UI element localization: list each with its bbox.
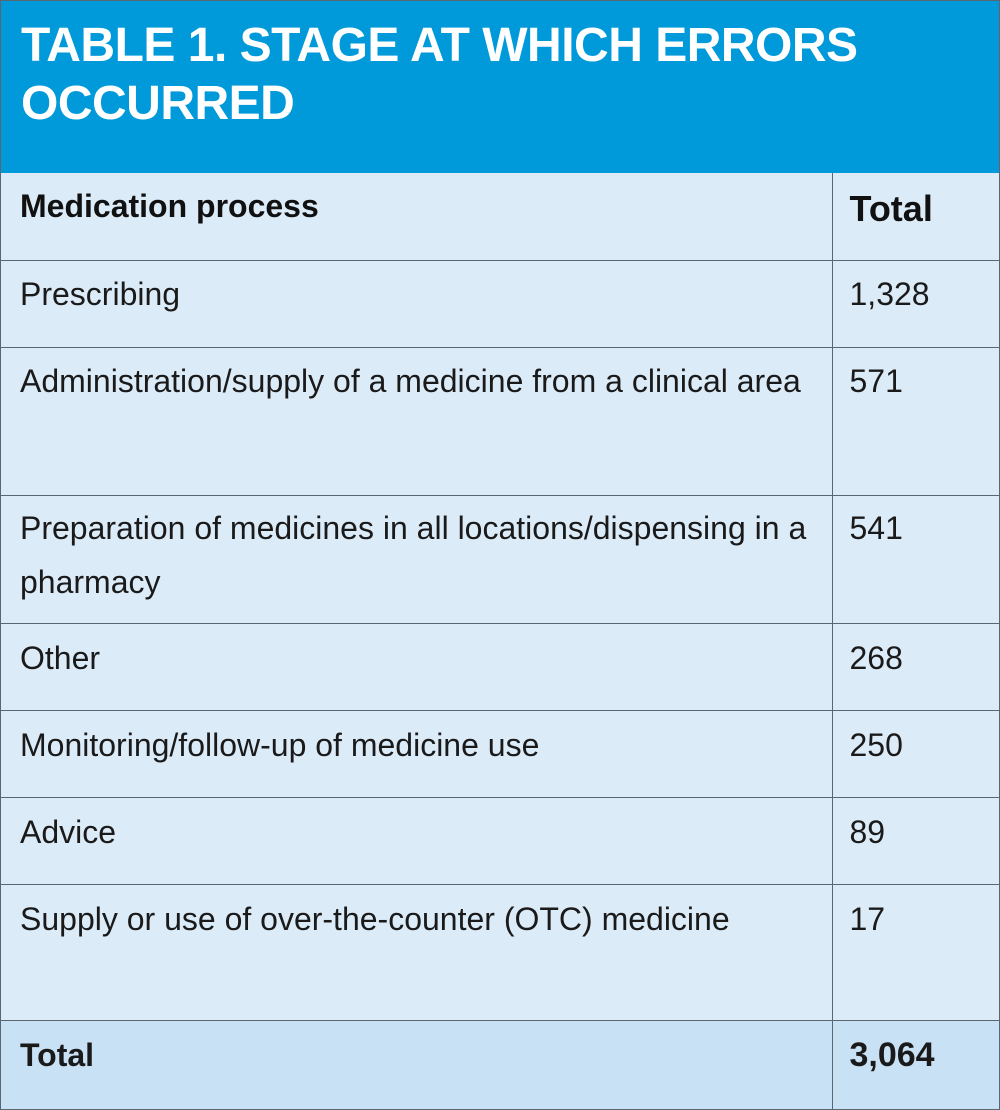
total-cell: 571 — [831, 346, 999, 495]
total-cell: 268 — [831, 622, 999, 710]
process-cell: Other — [1, 622, 832, 710]
total-cell: 250 — [831, 709, 999, 797]
grand-total-cell: 3,064 — [831, 1019, 999, 1109]
total-cell: 17 — [831, 883, 999, 1020]
process-cell: Prescribing — [1, 259, 832, 347]
table-row: Prescribing 1,328 — [1, 259, 999, 347]
header-row: Medication process Total — [1, 173, 999, 260]
process-cell: Monitoring/follow-up of medicine use — [1, 709, 832, 797]
table-row: Monitoring/follow-up of medicine use 250 — [1, 709, 999, 797]
table-row: Supply or use of over-the-counter (OTC) … — [1, 883, 999, 1020]
total-label-cell: Total — [1, 1019, 832, 1109]
table-row: Other 268 — [1, 622, 999, 710]
process-cell: Advice — [1, 796, 832, 884]
table-row: Preparation of medicines in all location… — [1, 494, 999, 623]
data-table: Medication process Total Prescribing 1,3… — [1, 173, 999, 1109]
process-cell: Administration/supply of a medicine from… — [1, 346, 832, 495]
table-row: Advice 89 — [1, 796, 999, 884]
column-header-total: Total — [831, 173, 999, 260]
total-cell: 541 — [831, 494, 999, 623]
total-cell: 89 — [831, 796, 999, 884]
title-bar: TABLE 1. STAGE AT WHICH ERRORS OCCURRED — [1, 1, 999, 173]
column-header-process: Medication process — [20, 188, 319, 224]
total-row: Total 3,064 — [1, 1019, 999, 1109]
table-row: Administration/supply of a medicine from… — [1, 346, 999, 495]
total-cell: 1,328 — [831, 259, 999, 347]
table-title: TABLE 1. STAGE AT WHICH ERRORS OCCURRED — [21, 19, 858, 130]
process-cell: Preparation of medicines in all location… — [1, 494, 832, 623]
process-cell: Supply or use of over-the-counter (OTC) … — [1, 883, 832, 1020]
